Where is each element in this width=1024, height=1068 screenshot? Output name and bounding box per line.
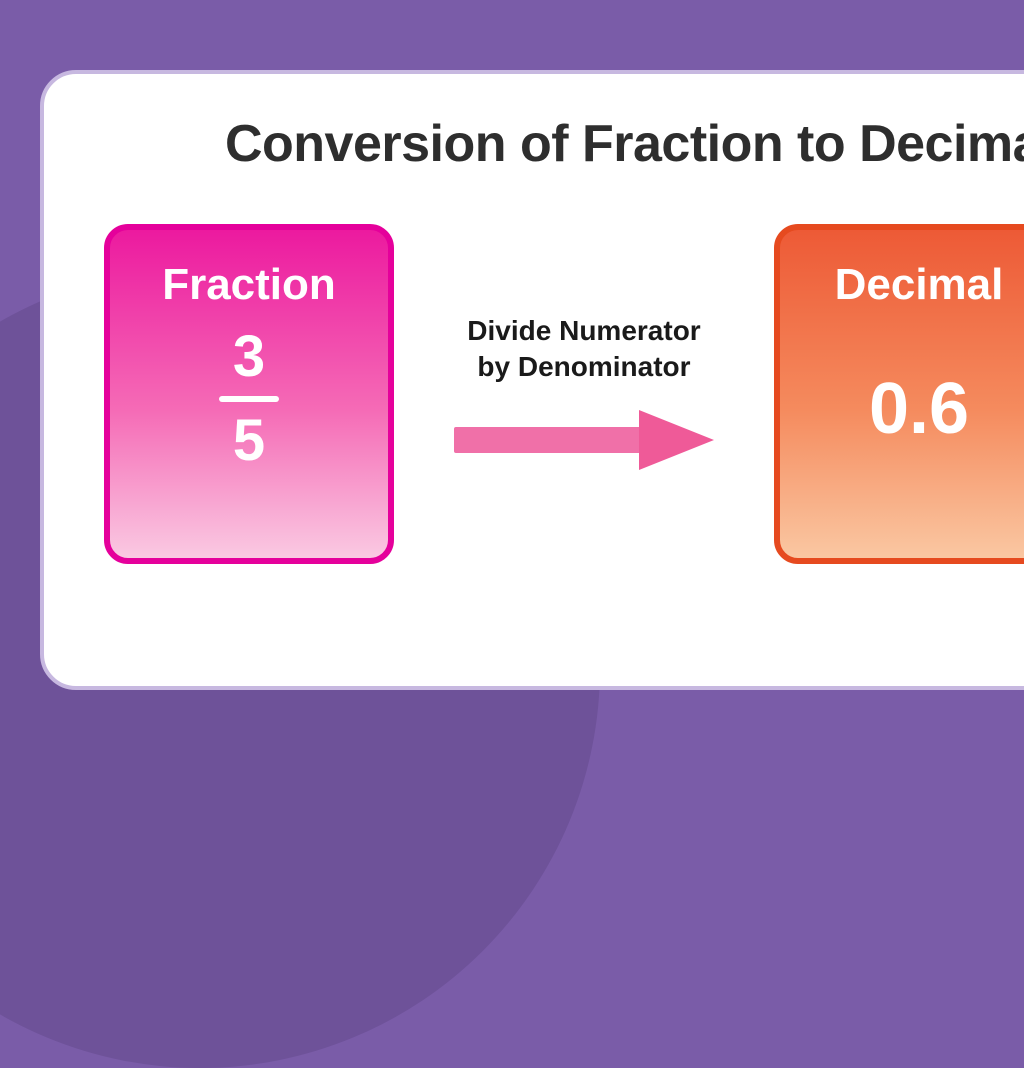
arrow-text-line2: by Denominator [477, 351, 690, 382]
fraction-box: Fraction 3 5 [104, 224, 394, 564]
conversion-row: Fraction 3 5 Divide Numerator by Denomin… [104, 224, 1024, 564]
decimal-box: Decimal 0.6 [774, 224, 1024, 564]
arrow-section: Divide Numerator by Denominator [424, 313, 744, 476]
fraction-denominator: 5 [233, 412, 265, 470]
decimal-value: 0.6 [869, 368, 969, 450]
fraction-display: 3 5 [219, 328, 279, 470]
decimal-label: Decimal [835, 260, 1004, 310]
fraction-bar [219, 396, 279, 402]
page-title: Conversion of Fraction to Decimal [104, 114, 1024, 174]
content-card: Conversion of Fraction to Decimal Fracti… [40, 70, 1024, 690]
arrow-text-line1: Divide Numerator [467, 315, 700, 346]
arrow-icon [454, 405, 714, 475]
fraction-label: Fraction [162, 260, 336, 310]
arrow-instruction: Divide Numerator by Denominator [467, 313, 700, 386]
fraction-numerator: 3 [233, 328, 265, 386]
